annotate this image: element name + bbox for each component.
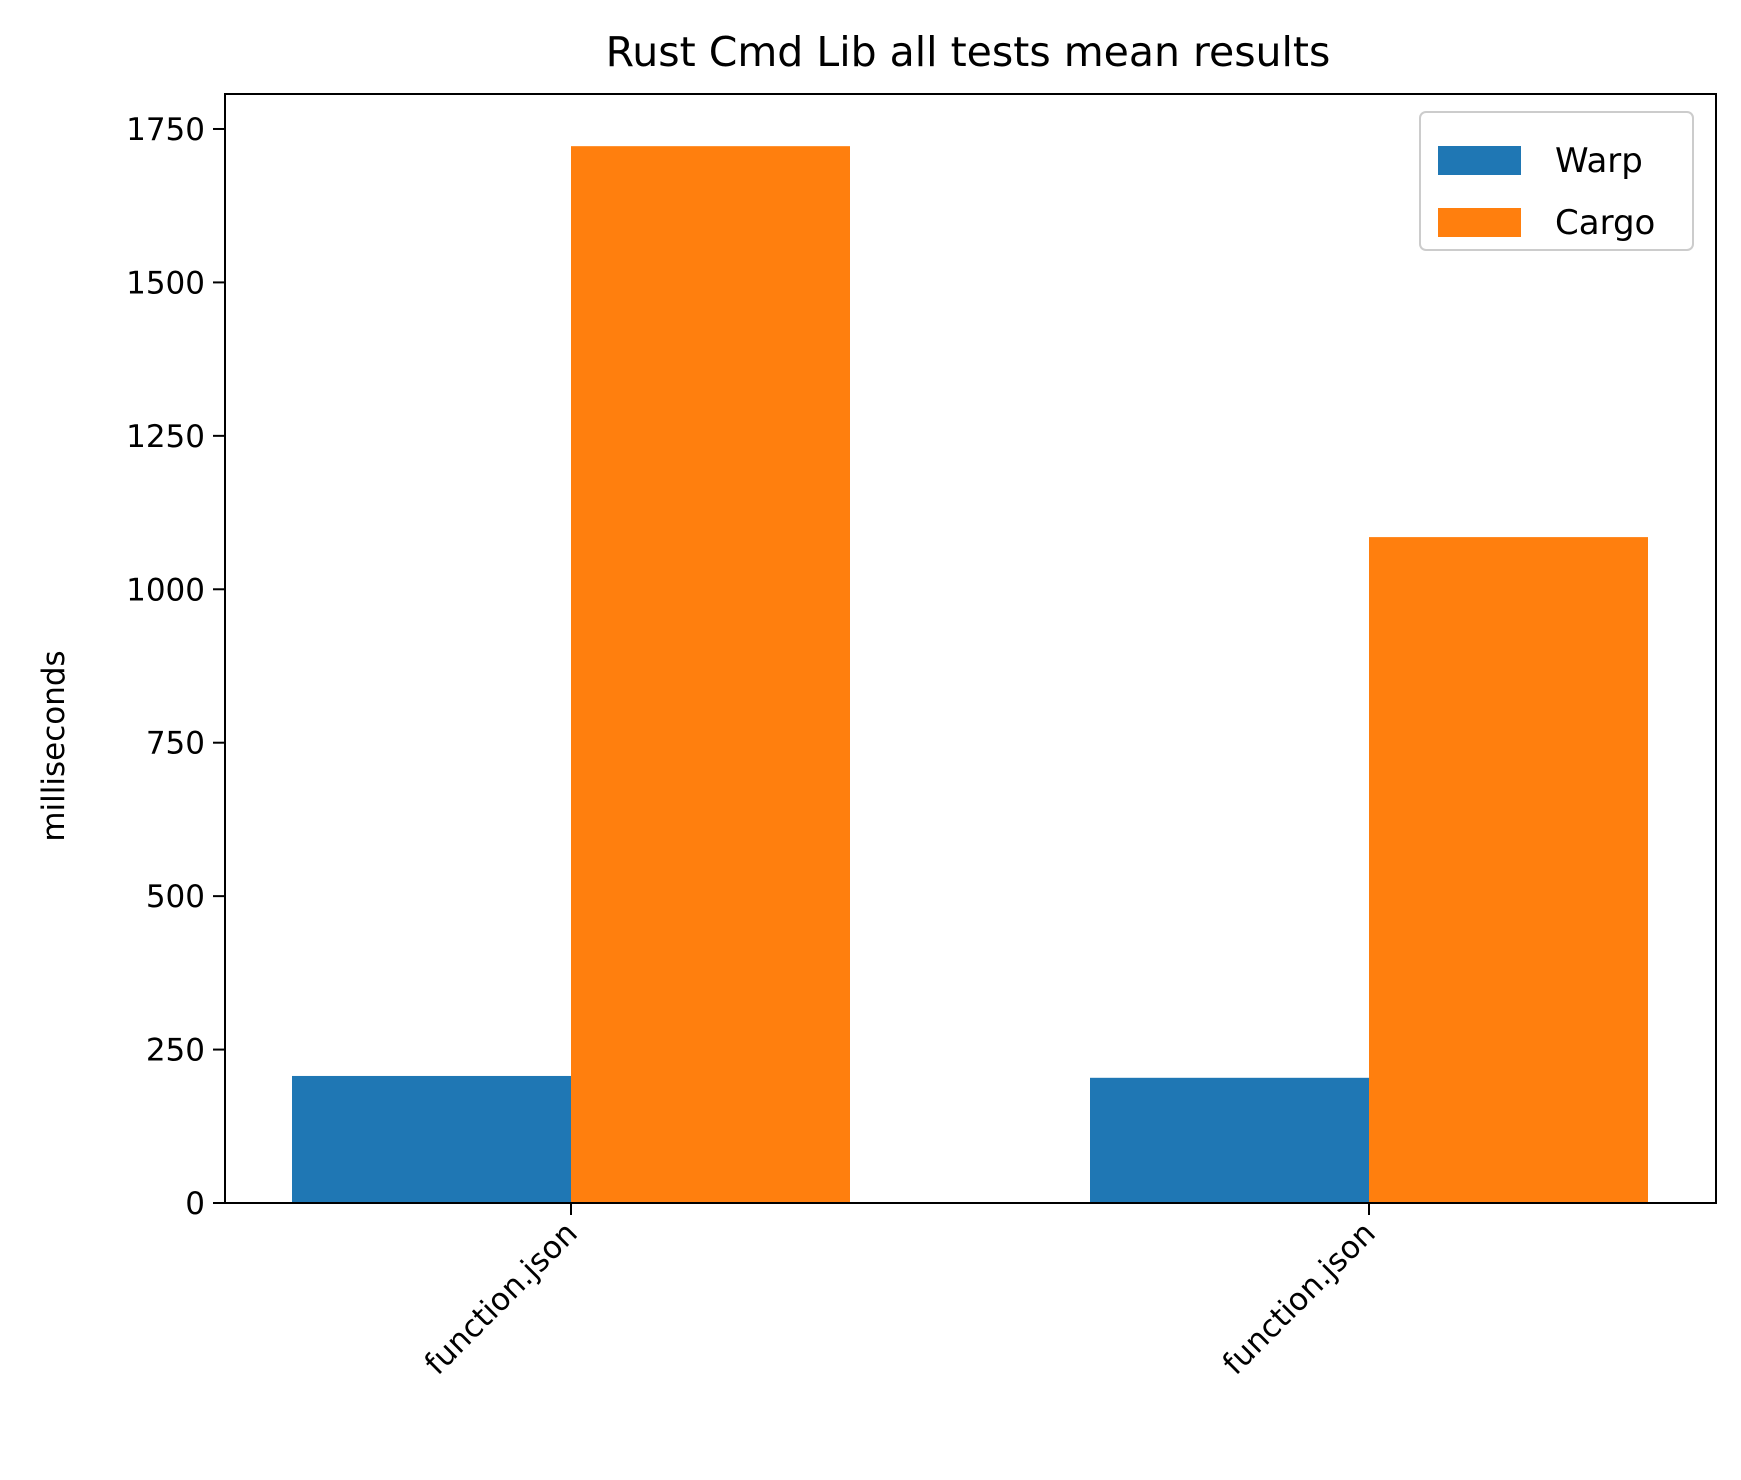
- y-tick-label-1250: 1250: [126, 419, 205, 455]
- legend: Warp Cargo: [1419, 111, 1694, 251]
- bars-group: [292, 146, 1648, 1203]
- legend-swatch-warp: [1438, 146, 1521, 175]
- legend-swatch-cargo: [1438, 208, 1521, 237]
- y-tick-label-750: 750: [146, 726, 205, 762]
- legend-label-cargo: Cargo: [1555, 203, 1655, 243]
- y-tick-label-250: 250: [146, 1033, 205, 1069]
- x-tick-label-1: function.json: [418, 1215, 585, 1382]
- bar-cargo-1: [571, 146, 850, 1203]
- x-tick-label-2: function.json: [1216, 1215, 1383, 1382]
- plot-frame: [224, 93, 1717, 1204]
- y-tick-label-1750: 1750: [126, 112, 205, 148]
- legend-label-warp: Warp: [1555, 141, 1643, 181]
- y-tick-label-1500: 1500: [126, 265, 205, 301]
- y-tick-label-0: 0: [185, 1186, 205, 1222]
- y-tick-label-500: 500: [146, 879, 205, 915]
- bar-warp-1: [292, 1075, 571, 1203]
- y-axis-label: milliseconds: [36, 650, 72, 841]
- y-tick-label-1000: 1000: [126, 572, 205, 608]
- bar-warp-2: [1090, 1077, 1369, 1203]
- chart-title: Rust Cmd Lib all tests mean results: [606, 28, 1331, 76]
- bar-cargo-2: [1369, 537, 1648, 1203]
